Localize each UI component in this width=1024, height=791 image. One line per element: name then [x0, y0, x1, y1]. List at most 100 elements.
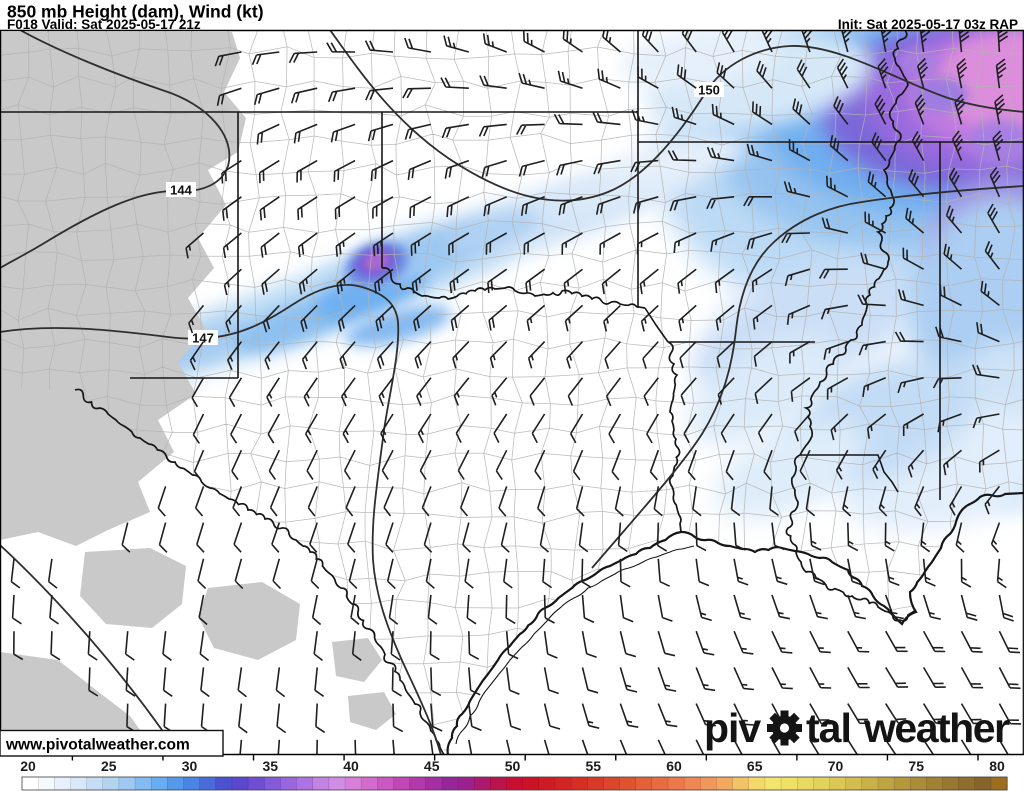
colorbar-segment — [796, 776, 814, 791]
colorbar-tick-label: 20 — [20, 758, 36, 774]
contour-label: 144 — [170, 183, 192, 198]
colorbar-legend: 20 25 30 35 40 45 50 55 60 65 70 75 80 — [20, 758, 1008, 791]
height-contour — [0, 30, 231, 269]
colorbar-segment — [651, 776, 669, 791]
colorbar-segment — [554, 776, 572, 791]
pivotalweather-logo: piv tal weather — [704, 705, 1011, 751]
contour-label: 147 — [192, 331, 214, 346]
header: 850 mb Height (dam), Wind (kt) F018 Vali… — [7, 2, 1018, 33]
colorbar-segment — [506, 776, 524, 791]
height-contour — [329, 30, 1024, 202]
colorbar-segment — [199, 776, 217, 791]
logo-text-weather: weather — [863, 705, 1010, 751]
contour-label: 150 — [698, 83, 720, 98]
state-borders-layer — [0, 30, 1024, 755]
barrier-island — [455, 545, 695, 745]
colorbar-segment — [716, 776, 734, 791]
colorbar-segment — [732, 776, 750, 791]
contour-label-halo — [166, 182, 196, 197]
colorbar-segment — [215, 776, 233, 791]
colorbar-segment — [990, 776, 1008, 791]
wind-speed-fill — [445, 212, 539, 252]
colorbar-segment — [37, 776, 55, 791]
colorbar-segment — [974, 776, 992, 791]
gear-hole — [779, 723, 790, 733]
watermark-box — [0, 729, 224, 757]
colorbar-segment — [150, 776, 168, 791]
watermark-url[interactable]: www.pivotalweather.com — [5, 737, 190, 754]
colorbar-segment — [312, 776, 330, 791]
colorbar-segment — [21, 776, 39, 791]
colorbar-segment — [134, 776, 152, 791]
logo-text-piv: piv — [704, 705, 761, 751]
colorbar-segment — [393, 776, 411, 791]
colorbar-segment — [360, 776, 378, 791]
colorbar-segment — [958, 776, 976, 791]
colorbar-segment — [764, 776, 782, 791]
terrain-mask-patch — [332, 638, 382, 682]
colorbar-tick-label: 75 — [908, 758, 924, 774]
contour-label-halo — [694, 82, 724, 97]
wind-speed-fill — [715, 420, 865, 520]
colorbar-segment — [344, 776, 362, 791]
colorbar-segment — [619, 776, 637, 791]
colorbar-tick-label: 70 — [828, 758, 844, 774]
terrain-mask-patch — [348, 692, 396, 730]
colorbar-tick-label: 35 — [263, 758, 279, 774]
colorbar-tick-label: 55 — [586, 758, 602, 774]
colorbar-segment — [457, 776, 475, 791]
colorbar-tick-label: 45 — [424, 758, 440, 774]
colorbar-segment — [167, 776, 185, 791]
gear-icon — [767, 710, 802, 746]
state-border — [800, 454, 899, 493]
graticule-ticks — [71, 755, 979, 761]
colorbar-segment — [70, 776, 88, 791]
colorbar-outline — [21, 776, 1008, 791]
colorbar-tick-label: 80 — [989, 758, 1005, 774]
colorbar-segment — [829, 776, 847, 791]
colorbar-segment — [570, 776, 588, 791]
state-border — [644, 307, 669, 343]
colorbar-segment — [264, 776, 281, 791]
river-border — [381, 267, 646, 309]
gear-tooth — [780, 738, 789, 746]
colorbar-segment — [813, 776, 831, 791]
colorbar-segment — [183, 776, 201, 791]
colorbar-segment — [635, 776, 653, 791]
colorbar-segment — [522, 776, 540, 791]
colorbar-segment — [748, 776, 766, 791]
page-title: 850 mb Height (dam), Wind (kt) — [7, 2, 264, 22]
colorbar-segment — [86, 776, 104, 791]
colorbar-tick-label: 40 — [343, 758, 359, 774]
colorbar-segment — [409, 776, 427, 791]
wind-barbs — [10, 30, 1022, 755]
colorbar-segment — [845, 776, 863, 791]
logo-text-tal: tal — [806, 705, 851, 751]
colorbar-segment — [683, 776, 701, 791]
colorbar-tick-label: 65 — [747, 758, 763, 774]
colorbar-tick-label: 50 — [505, 758, 521, 774]
colorbar-segment — [780, 776, 798, 791]
gear-tooth — [789, 712, 800, 724]
colorbar-segment — [490, 776, 508, 791]
colorbar-segment — [231, 776, 249, 791]
colorbar-segment — [942, 776, 960, 791]
colorbar-segment — [441, 776, 459, 791]
init-time-label: Init: Sat 2025-05-17 03z RAP — [838, 17, 1018, 32]
valid-time-label: F018 Valid: Sat 2025-05-17 21z — [7, 17, 201, 32]
terrain-mask-patch — [198, 582, 300, 660]
colorbar-tick-label: 60 — [666, 758, 682, 774]
colorbar-segment — [603, 776, 621, 791]
colorbar-segment — [700, 776, 717, 791]
wind-speed-fill — [620, 30, 780, 88]
height-contour — [591, 185, 1024, 569]
colorbar-segment — [102, 776, 120, 791]
colorbar-segment — [247, 776, 265, 791]
river-border — [667, 341, 682, 533]
colorbar-segment — [118, 776, 136, 791]
wind-speed-fill — [898, 48, 938, 76]
colorbar-segment — [861, 776, 879, 791]
gear-tooth — [780, 710, 789, 718]
